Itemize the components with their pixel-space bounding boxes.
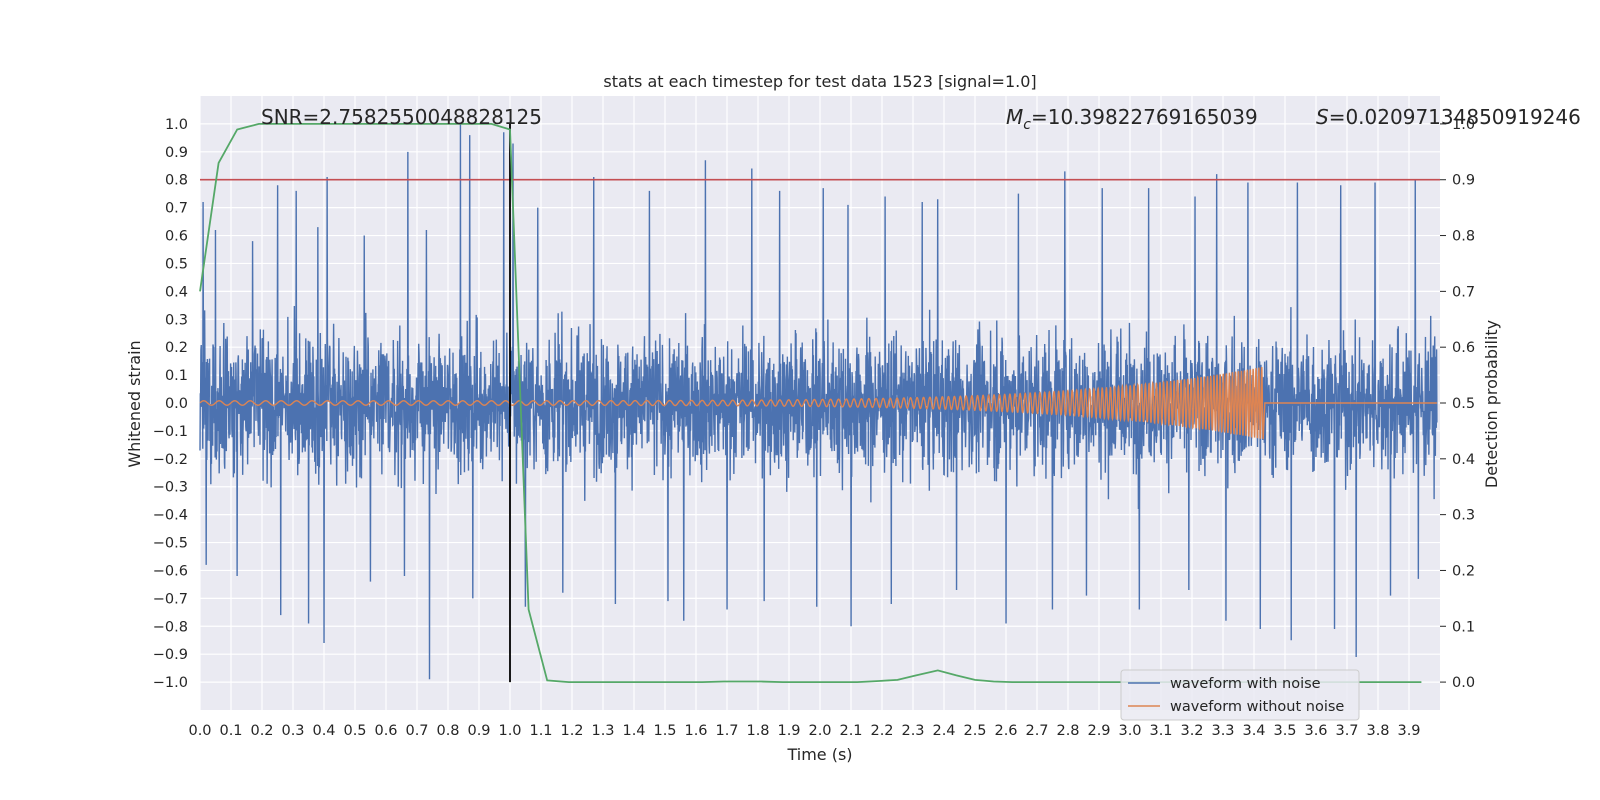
y-tick-label-3: 0.7 (165, 201, 188, 217)
legend-label-noise: waveform with noise (1170, 676, 1321, 692)
x-tick-label-31: 3.1 (1149, 723, 1172, 739)
x-tick-label-4: 0.4 (312, 723, 335, 739)
x-tick-label-16: 1.6 (684, 723, 707, 739)
x-tick-label-29: 2.9 (1087, 723, 1110, 739)
chirp-mass-annotation: Mc=10.39822769165039 (1006, 105, 1258, 133)
x-tick-label-23: 2.3 (901, 723, 924, 739)
y2-tick-label-1: 0.9 (1452, 173, 1475, 189)
chirp-mass-value: =10.39822769165039 (1031, 105, 1258, 129)
y-tick-label-12: −0.2 (153, 452, 188, 468)
y2-tick-label-7: 0.3 (1452, 508, 1475, 524)
x-tick-label-9: 0.9 (467, 723, 490, 739)
y-tick-label-4: 0.6 (165, 229, 188, 245)
x-tick-label-10: 1.0 (498, 723, 521, 739)
legend-box (1120, 669, 1360, 721)
x-tick-label-38: 3.8 (1366, 723, 1389, 739)
x-tick-label-2: 0.2 (250, 723, 273, 739)
y-tick-label-8: 0.2 (165, 340, 188, 356)
x-tick-label-8: 0.8 (436, 723, 459, 739)
x-tick-label-14: 1.4 (622, 723, 645, 739)
y-tick-label-10: 0.0 (165, 396, 188, 412)
x-tick-label-13: 1.3 (591, 723, 614, 739)
x-tick-label-6: 0.6 (374, 723, 397, 739)
spin-symbol: S (1316, 105, 1329, 129)
y-tick-label-18: −0.8 (153, 619, 188, 635)
spin-annotation: S=0.02097134850919246 (1316, 105, 1581, 129)
y2-tick-label-8: 0.2 (1452, 563, 1475, 579)
legend: waveform with noise waveform without noi… (1120, 669, 1360, 721)
x-tick-label-19: 1.9 (777, 723, 800, 739)
y2-tick-labels: 1.0 0.9 0.8 0.7 0.6 0.5 0.4 0.3 0.2 0.1 0.0 (1440, 117, 1475, 691)
y-tick-label-20: −1.0 (153, 675, 188, 691)
chirp-mass-symbol: M (1006, 105, 1023, 129)
y-axis-label: Whitened strain (125, 340, 144, 467)
y-tick-label-5: 0.5 (165, 256, 188, 272)
x-tick-label-20: 2.0 (808, 723, 831, 739)
y-tick-label-17: −0.7 (153, 591, 188, 607)
x-tick-label-5: 0.5 (343, 723, 366, 739)
x-tick-label-33: 3.3 (1211, 723, 1234, 739)
x-tick-label-26: 2.6 (994, 723, 1017, 739)
y-tick-label-16: −0.6 (153, 563, 188, 579)
series-waveform-with-noise (199, 123, 1438, 680)
x-tick-label-12: 1.2 (560, 723, 583, 739)
x-tick-labels: 0.0 0.1 0.2 0.3 0.4 0.5 0.6 0.7 0.8 0.9 1.0 1.1 1.2 1… (188, 723, 1420, 739)
x-tick-label-0: 0.0 (188, 723, 211, 739)
y2-tick-label-3: 0.7 (1452, 284, 1475, 300)
y2-axis-label: Detection probability (1482, 320, 1501, 488)
spin-value: =0.02097134850919246 (1329, 105, 1581, 129)
y-tick-label-13: −0.3 (153, 480, 188, 496)
y-tick-label-2: 0.8 (165, 173, 188, 189)
x-tick-label-21: 2.1 (839, 723, 862, 739)
y-tick-label-11: −0.1 (153, 424, 188, 440)
y-tick-label-15: −0.5 (153, 536, 188, 552)
x-tick-label-18: 1.8 (746, 723, 769, 739)
y-tick-labels: 1.0 0.9 0.8 0.7 0.6 0.5 0.4 0.3 0.2 0.1 0.0 −0.1 −0.… (153, 117, 188, 691)
x-tick-label-24: 2.4 (932, 723, 955, 739)
x-tick-label-30: 3.0 (1118, 723, 1141, 739)
x-tick-label-3: 0.3 (281, 723, 304, 739)
legend-label-clean: waveform without noise (1170, 699, 1344, 715)
x-tick-label-35: 3.5 (1273, 723, 1296, 739)
y-tick-label-9: 0.1 (165, 368, 188, 384)
x-tick-label-36: 3.6 (1304, 723, 1327, 739)
x-axis-label: Time (s) (786, 745, 852, 764)
x-tick-label-37: 3.7 (1335, 723, 1358, 739)
y-tick-label-14: −0.4 (153, 508, 188, 524)
x-tick-label-17: 1.7 (715, 723, 738, 739)
y2-tick-label-10: 0.0 (1452, 675, 1475, 691)
x-tick-label-7: 0.7 (405, 723, 428, 739)
chirp-mass-subscript: c (1023, 117, 1031, 133)
x-tick-label-11: 1.1 (529, 723, 552, 739)
x-tick-label-32: 3.2 (1180, 723, 1203, 739)
y-tick-label-19: −0.9 (153, 647, 188, 663)
x-tick-label-15: 1.5 (653, 723, 676, 739)
y-tick-label-0: 1.0 (165, 117, 188, 133)
series-waveform-without-noise (199, 366, 1437, 440)
x-tick-label-34: 3.4 (1242, 723, 1265, 739)
y-tick-label-7: 0.3 (165, 312, 188, 328)
y2-tick-label-0: 1.0 (1452, 117, 1475, 133)
y-tick-label-6: 0.4 (165, 284, 188, 300)
x-tick-label-25: 2.5 (963, 723, 986, 739)
x-tick-label-28: 2.8 (1056, 723, 1079, 739)
y-tick-label-1: 0.9 (165, 145, 188, 161)
y2-tick-label-9: 0.1 (1452, 619, 1475, 635)
y2-tick-label-2: 0.8 (1452, 229, 1475, 245)
x-tick-label-1: 0.1 (219, 723, 242, 739)
y2-tick-label-4: 0.6 (1452, 340, 1475, 356)
y2-tick-label-6: 0.4 (1452, 452, 1475, 468)
chart-title: stats at each timestep for test data 152… (603, 72, 1036, 91)
x-tick-label-27: 2.7 (1025, 723, 1048, 739)
snr-annotation: SNR=2.7582550048828125 (261, 105, 542, 129)
x-tick-label-39: 3.9 (1397, 723, 1420, 739)
x-tick-label-22: 2.2 (870, 723, 893, 739)
y2-tick-label-5: 0.5 (1452, 396, 1475, 412)
